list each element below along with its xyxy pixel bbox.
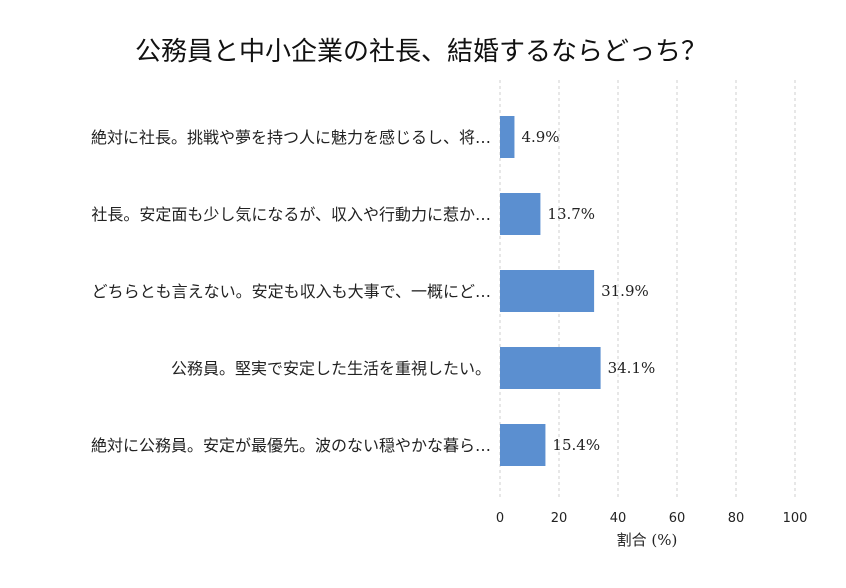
- value-label: 15.4%: [552, 436, 600, 454]
- category-label: どちらとも言えない。安定も収入も大事で、一概にど…: [92, 282, 491, 301]
- bar: [500, 193, 541, 235]
- chart-title: 公務員と中小企業の社長、結婚するならどっち？: [135, 37, 707, 67]
- bar: [500, 347, 601, 389]
- x-tick-label: 0: [496, 511, 504, 526]
- x-tick-label: 40: [610, 511, 627, 526]
- x-tick-label: 80: [728, 511, 745, 526]
- bar: [500, 116, 515, 158]
- value-labels: 4.9% 13.7% 31.9% 34.1% 15.4%: [521, 128, 655, 454]
- bar: [500, 424, 546, 466]
- x-tick-label: 60: [669, 511, 686, 526]
- category-label: 絶対に公務員。安定が最優先。波のない穏やかな暮ら…: [91, 436, 491, 455]
- category-labels: 絶対に社長。挑戦や夢を持つ人に魅力を感じるし、将… 社長。安定面も少し気になるが、…: [91, 128, 491, 455]
- x-tick-label: 20: [551, 511, 568, 526]
- bars: [500, 116, 601, 466]
- x-axis-label: 割合 (%): [617, 531, 678, 549]
- value-label: 13.7%: [547, 205, 595, 223]
- x-axis-ticks: 0 20 40 60 80 100: [496, 511, 808, 526]
- category-label: 社長。安定面も少し気になるが、収入や行動力に惹か…: [91, 205, 491, 224]
- value-label: 4.9%: [521, 128, 559, 146]
- value-label: 34.1%: [608, 359, 656, 377]
- x-tick-label: 100: [783, 511, 808, 526]
- value-label: 31.9%: [601, 282, 649, 300]
- category-label: 絶対に社長。挑戦や夢を持つ人に魅力を感じるし、将…: [91, 128, 491, 147]
- bar: [500, 270, 595, 312]
- category-label: 公務員。堅実で安定した生活を重視したい。: [171, 359, 491, 378]
